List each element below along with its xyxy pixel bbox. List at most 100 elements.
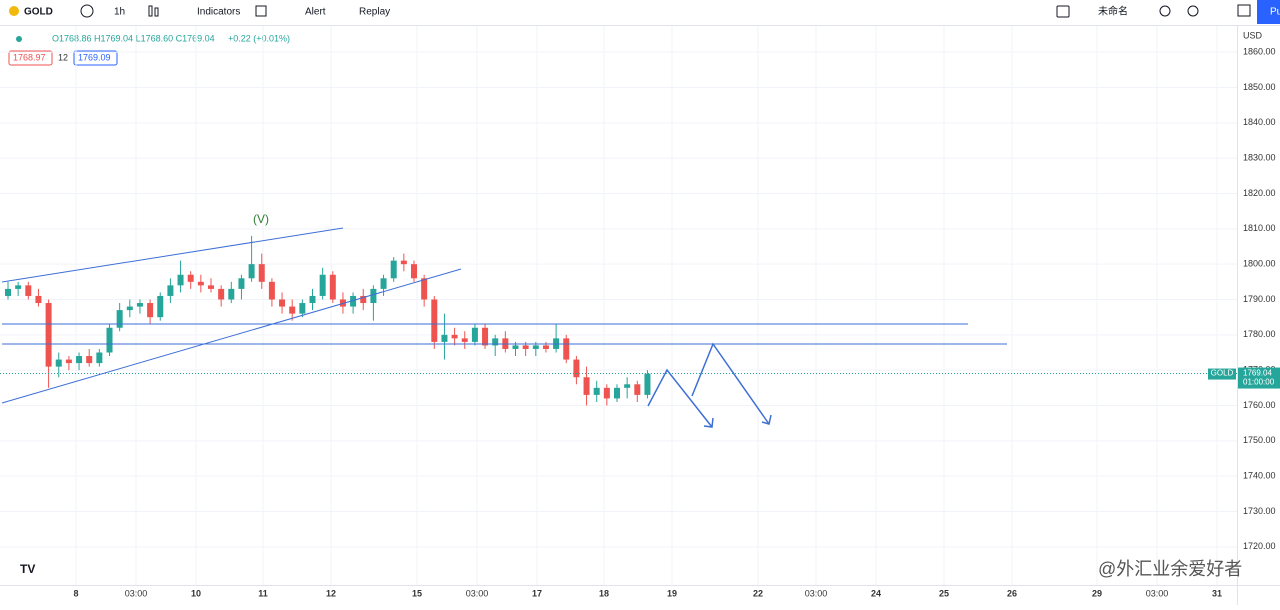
ask[interactable]: 1769.09: [78, 52, 111, 62]
candle-body: [76, 356, 83, 364]
candle-body: [644, 373, 651, 395]
candle-body: [634, 384, 641, 395]
symbol[interactable]: GOLD: [24, 7, 53, 18]
time-label: 31: [1212, 588, 1222, 598]
time-label: 03:00: [125, 588, 148, 598]
candle-body: [380, 278, 387, 289]
candle-body: [86, 356, 93, 364]
candle-body: [624, 384, 631, 388]
plot: [0, 26, 1237, 585]
candle-body: [411, 264, 417, 279]
time-label: 8: [73, 588, 78, 598]
candle-body: [55, 359, 62, 367]
candle-body: [35, 295, 42, 304]
replay-button[interactable]: Replay: [359, 7, 390, 18]
candle-body: [96, 352, 103, 364]
candle-body: [126, 306, 133, 311]
layout-name[interactable]: 未命名: [1098, 5, 1128, 18]
countdown: 01:00:00: [1243, 378, 1275, 387]
price-label: 1740.00: [1243, 471, 1276, 481]
publish-label[interactable]: Pu: [1270, 7, 1280, 18]
price-label: 1790.00: [1243, 294, 1276, 304]
candle-body: [319, 274, 326, 296]
price-label: 1730.00: [1243, 506, 1276, 516]
interval[interactable]: 1h: [114, 7, 125, 18]
candle-body: [289, 306, 296, 314]
settings[interactable]: [1187, 5, 1199, 17]
alert-button[interactable]: Alert: [305, 7, 326, 18]
candle-body: [421, 278, 428, 300]
candle-body: [614, 387, 620, 399]
snapshot[interactable]: [1237, 4, 1251, 17]
time-label: 25: [939, 588, 949, 598]
tv-logo: TV: [20, 562, 35, 576]
search[interactable]: [1159, 5, 1171, 17]
candle-body: [563, 338, 570, 360]
candle-body: [106, 327, 113, 353]
publish-button[interactable]: [1257, 0, 1280, 24]
candle-body: [400, 260, 407, 265]
candle-body: [542, 345, 549, 349]
price-label: 1800.00: [1243, 259, 1276, 269]
candle-body: [268, 281, 275, 300]
candle-body: [25, 285, 32, 296]
candle-body: [522, 345, 529, 349]
candle-body: [583, 377, 590, 395]
candle-body: [512, 345, 519, 349]
candle-body: [116, 310, 123, 328]
last-price-box: [1238, 367, 1280, 389]
time-label: 22: [753, 588, 763, 598]
candle-body: [461, 338, 468, 342]
price-label: 1830.00: [1243, 153, 1276, 163]
candle-body: [279, 299, 286, 307]
candle-body: [136, 303, 143, 307]
templates[interactable]: [255, 5, 267, 17]
candle-body: [532, 345, 539, 349]
candle-body: [492, 338, 499, 346]
price-label: 1820.00: [1243, 188, 1276, 198]
bid[interactable]: 1768.97: [13, 52, 46, 62]
time-label: 18: [599, 588, 609, 598]
candle-body: [350, 295, 357, 307]
candle-body: [45, 303, 52, 367]
chart-type[interactable]: [148, 5, 153, 17]
watermark: @外汇业余爱好者: [1098, 559, 1242, 579]
symbol-icon: [9, 6, 19, 16]
price-label: 1720.00: [1243, 541, 1276, 551]
candle-body: [177, 274, 184, 286]
time-label: 03:00: [805, 588, 828, 598]
candle-body: [157, 295, 164, 318]
candle-body: [187, 274, 194, 282]
candle-body: [370, 288, 377, 304]
price-label: 1850.00: [1243, 82, 1276, 92]
add-symbol[interactable]: [80, 4, 94, 18]
candle-body: [482, 327, 489, 346]
candle-body: [299, 303, 306, 314]
time-label: 12: [326, 588, 336, 598]
layout-button[interactable]: [1056, 5, 1070, 18]
drawings: [1, 227, 1007, 428]
candle-body: [208, 285, 214, 289]
time-label: 03:00: [1146, 588, 1169, 598]
time-label: 11: [258, 588, 268, 598]
candle-body: [5, 288, 11, 296]
time-label: 17: [532, 588, 542, 598]
last-price: 1769.04: [1243, 369, 1272, 378]
candle-body: [329, 274, 336, 300]
price-label: 1780.00: [1243, 329, 1276, 339]
candle-body: [248, 264, 255, 279]
price-label: 1860.00: [1243, 47, 1276, 57]
candle-body: [431, 299, 438, 342]
indicators-button[interactable]: Indicators: [197, 7, 240, 18]
candle-body: [451, 334, 458, 339]
candle-body: [390, 260, 397, 279]
price-label: 1760.00: [1243, 400, 1276, 410]
candle-body: [360, 295, 367, 304]
price-label: 1750.00: [1243, 435, 1276, 445]
candle-body: [167, 285, 174, 296]
change-legend: +0.22 (+0.01%): [228, 33, 290, 43]
candle-body: [593, 387, 600, 395]
currency: USD: [1243, 30, 1263, 40]
